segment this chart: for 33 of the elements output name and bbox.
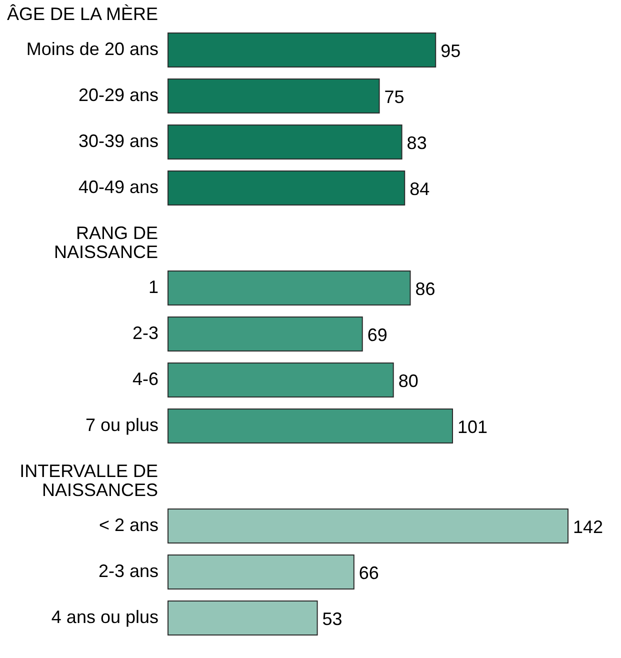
bar xyxy=(168,270,411,306)
y-tick-label: 2-3 xyxy=(132,323,158,343)
data-label: 101 xyxy=(458,417,488,437)
data-label: 84 xyxy=(410,179,430,199)
y-tick-label: < 2 ans xyxy=(98,515,158,535)
data-label: 142 xyxy=(573,517,604,537)
data-label: 95 xyxy=(440,41,461,61)
data-label: 83 xyxy=(406,133,427,153)
data-label: 75 xyxy=(384,87,404,107)
data-label: 66 xyxy=(358,563,379,583)
bar xyxy=(168,170,406,206)
chart-title: RANG DE NAISSANCE xyxy=(54,223,158,262)
bar xyxy=(168,32,436,68)
y-tick-label: 30-39 ans xyxy=(78,131,158,151)
chart-title: INTERVALLE DE NAISSANCES xyxy=(20,461,158,500)
bar xyxy=(168,408,454,444)
bar xyxy=(168,124,402,160)
data-label: 53 xyxy=(322,609,342,629)
y-tick-label: 4 ans ou plus xyxy=(51,607,158,627)
data-label: 86 xyxy=(415,279,436,299)
y-tick-label: 1 xyxy=(148,277,158,297)
y-tick-label: 7 ou plus xyxy=(85,415,158,435)
chart-title: ÂGE DE LA MÈRE xyxy=(6,4,158,24)
data-label: 69 xyxy=(367,325,388,345)
y-tick-label: 40-49 ans xyxy=(78,177,158,197)
bar xyxy=(168,316,363,352)
y-tick-label: Moins de 20 ans xyxy=(26,39,158,59)
bar xyxy=(168,78,380,114)
y-tick-label: 20-29 ans xyxy=(78,85,158,105)
data-label: 80 xyxy=(398,371,418,391)
bar xyxy=(168,362,394,398)
y-tick-label: 4-6 xyxy=(132,369,158,389)
y-tick-label: 2-3 ans xyxy=(98,561,158,581)
